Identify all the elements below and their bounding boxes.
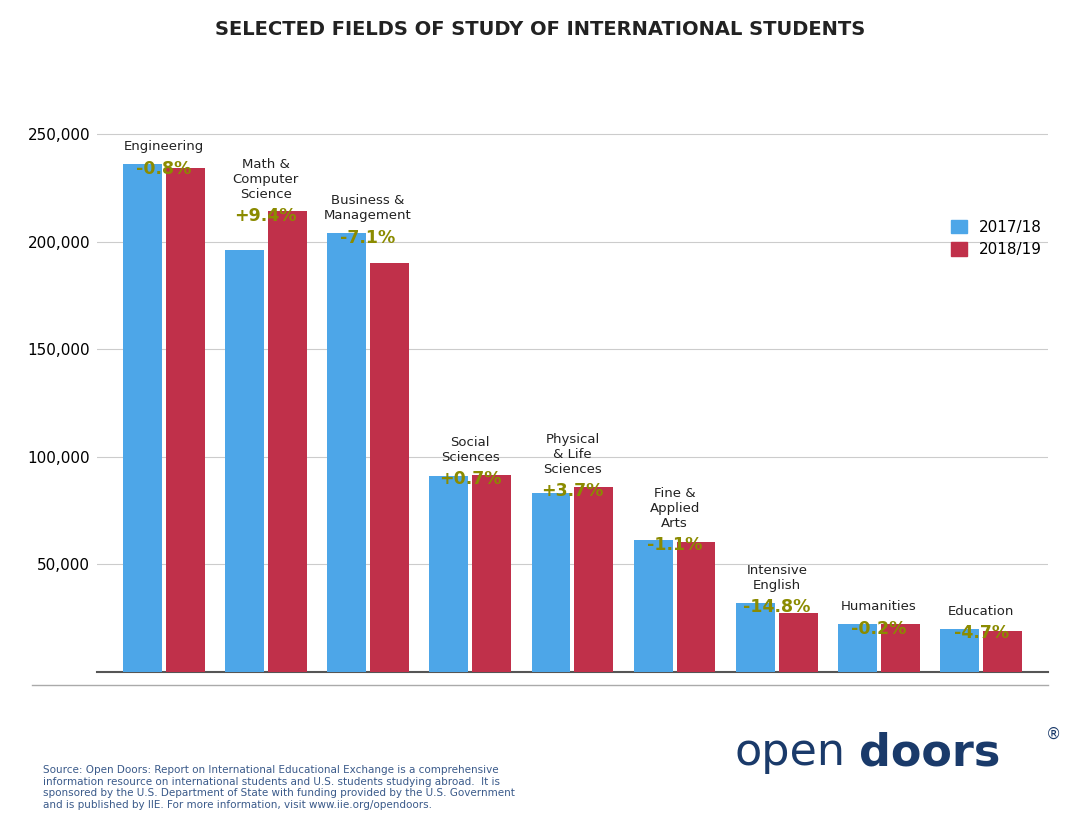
Bar	[370, 263, 409, 672]
Bar	[165, 168, 204, 672]
Bar	[225, 250, 264, 672]
Text: +9.4%: +9.4%	[234, 207, 297, 225]
Text: -14.8%: -14.8%	[743, 598, 810, 616]
Legend: 2017/18, 2018/19: 2017/18, 2018/19	[944, 212, 1050, 265]
Text: -0.2%: -0.2%	[851, 620, 907, 638]
Text: Fine &
Applied
Arts: Fine & Applied Arts	[649, 487, 700, 530]
Bar	[575, 487, 613, 672]
Text: Business &
Management: Business & Management	[324, 195, 411, 222]
Text: Physical
& Life
Sciences: Physical & Life Sciences	[543, 433, 602, 476]
Bar	[268, 212, 307, 672]
Text: Source: Open Doors: Report on International Educational Exchange is a comprehens: Source: Open Doors: Report on Internatio…	[43, 765, 515, 810]
Text: -4.7%: -4.7%	[954, 624, 1009, 642]
Bar	[881, 624, 920, 672]
Bar	[941, 628, 980, 672]
Text: +3.7%: +3.7%	[541, 483, 604, 501]
Bar	[838, 624, 877, 672]
Bar	[983, 631, 1022, 672]
Bar	[123, 164, 162, 672]
Text: Intensive
English: Intensive English	[746, 564, 807, 592]
Text: doors: doors	[859, 732, 1000, 774]
Text: Math &
Computer
Science: Math & Computer Science	[232, 158, 299, 201]
Text: -7.1%: -7.1%	[340, 229, 395, 247]
Text: Education: Education	[948, 605, 1014, 618]
Bar	[634, 540, 673, 672]
Bar	[779, 613, 818, 672]
Text: +0.7%: +0.7%	[438, 470, 501, 488]
Text: -1.1%: -1.1%	[647, 536, 702, 554]
Text: ®: ®	[1045, 727, 1061, 742]
Text: -0.8%: -0.8%	[136, 160, 191, 177]
Text: Engineering: Engineering	[123, 140, 204, 153]
Bar	[735, 602, 774, 672]
Text: Humanities: Humanities	[841, 601, 917, 614]
Bar	[677, 542, 715, 672]
Bar	[430, 476, 468, 672]
Text: Social
Sciences: Social Sciences	[441, 435, 500, 464]
Text: SELECTED FIELDS OF STUDY OF INTERNATIONAL STUDENTS: SELECTED FIELDS OF STUDY OF INTERNATIONA…	[215, 20, 865, 39]
Bar	[531, 493, 570, 672]
Bar	[472, 475, 511, 672]
Bar	[327, 233, 366, 672]
Text: open: open	[734, 732, 846, 774]
